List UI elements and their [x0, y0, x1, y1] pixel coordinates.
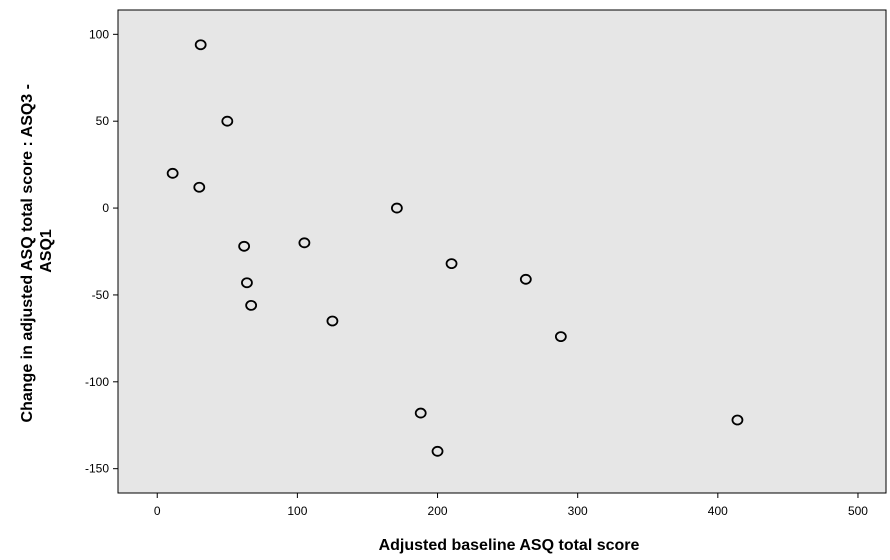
y-axis: 100 50 0 -50 -100 -150 [85, 27, 118, 476]
data-point [245, 299, 258, 311]
data-point [221, 115, 234, 127]
x-tick-label: 400 [708, 504, 728, 518]
data-point [298, 237, 311, 249]
x-tick-label: 500 [848, 504, 868, 518]
x-axis: 0 100 200 300 400 500 [154, 493, 868, 518]
x-tick-label: 100 [287, 504, 307, 518]
data-point [166, 167, 179, 179]
x-tick-label: 300 [568, 504, 588, 518]
y-tick-label: 0 [102, 201, 109, 215]
plot-area [117, 9, 887, 494]
x-axis-title: Adjusted baseline ASQ total score [379, 537, 640, 554]
y-axis-title: Change in adjusted ASQ total score : ASQ… [19, 80, 55, 423]
y-axis-title-line-2: ASQ1 [38, 229, 55, 273]
data-point [193, 181, 206, 193]
data-point [431, 445, 444, 457]
data-point [238, 240, 251, 252]
data-point [445, 258, 458, 270]
data-point [390, 202, 403, 214]
y-tick-label: -150 [85, 462, 109, 476]
data-point [554, 331, 567, 343]
y-axis-title-line-1: Change in adjusted ASQ total score : ASQ… [19, 84, 36, 422]
data-point [326, 315, 339, 327]
data-point [519, 273, 532, 285]
data-point [731, 414, 744, 426]
y-tick-label: 100 [89, 27, 109, 41]
data-points [166, 39, 744, 457]
data-point [414, 407, 427, 419]
y-tick-label: -50 [92, 288, 110, 302]
x-tick-label: 200 [428, 504, 448, 518]
data-point [194, 39, 207, 51]
y-tick-label: 50 [96, 114, 110, 128]
x-tick-label: 0 [154, 504, 161, 518]
data-point [241, 277, 253, 289]
y-tick-label: -100 [85, 375, 109, 389]
